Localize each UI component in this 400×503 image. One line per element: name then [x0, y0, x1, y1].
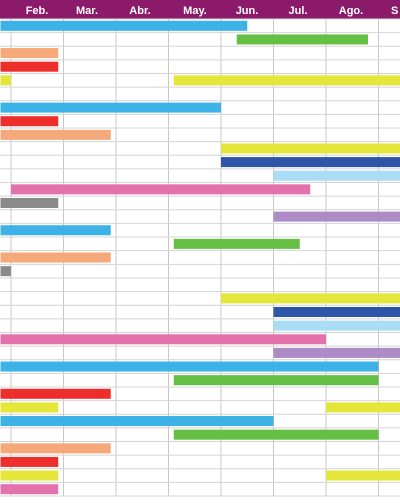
gantt-bar-red — [0, 116, 59, 127]
gantt-bar-yellow — [326, 470, 400, 481]
month-label-jul: Jul. — [289, 5, 308, 17]
gantt-bar-yellow — [0, 75, 11, 86]
gantt-bar-blue — [0, 20, 248, 31]
gantt-bar-pink — [0, 484, 59, 495]
month-label-may: May. — [183, 5, 207, 17]
gantt-bar-orange — [0, 252, 111, 263]
gantt-bar-green — [173, 238, 300, 249]
gantt-bar-gray — [0, 266, 11, 277]
gantt-bar-navy — [221, 157, 400, 168]
gantt-bar-blue — [0, 416, 274, 427]
gantt-bar-red — [0, 456, 59, 467]
month-label-ago: Ago. — [339, 5, 363, 17]
gantt-bar-blue — [0, 361, 379, 372]
gantt-bar-yellow — [0, 470, 59, 481]
gantt-bar-yellow — [221, 293, 400, 304]
gantt-bar-blue — [0, 102, 221, 113]
gantt-bar-orange — [0, 443, 111, 454]
gantt-bar-orange — [0, 48, 59, 59]
gantt-bar-green — [236, 34, 368, 45]
gantt-bar-lightblue — [273, 170, 400, 181]
gantt-bar-gray — [0, 197, 59, 208]
gantt-bar-red — [0, 61, 59, 72]
gantt-bar-pink — [11, 184, 311, 195]
month-label-sep: S — [391, 5, 398, 17]
gantt-bar-pink — [0, 334, 326, 345]
gantt-bar-blue — [0, 225, 111, 236]
gantt-bar-yellow — [221, 143, 400, 154]
gantt-bar-red — [0, 388, 111, 399]
month-label-feb: Feb. — [26, 5, 49, 17]
month-labels: Feb. Mar. Abr. May. Jun. Jul. Ago. S — [26, 5, 399, 17]
gantt-bar-yellow — [326, 402, 400, 413]
bars — [0, 20, 400, 495]
gantt-bar-purple — [273, 211, 400, 222]
month-label-mar: Mar. — [76, 5, 98, 17]
gantt-bar-navy — [273, 307, 400, 318]
gantt-bar-yellow — [173, 75, 400, 86]
gantt-bar-purple — [273, 347, 400, 358]
gantt-bar-lightblue — [273, 320, 400, 331]
month-label-abr: Abr. — [129, 5, 150, 17]
gantt-bar-yellow — [0, 402, 59, 413]
month-label-jun: Jun. — [236, 5, 259, 17]
gantt-bar-orange — [0, 129, 111, 140]
gantt-bar-green — [173, 429, 379, 440]
gantt-bar-green — [173, 375, 379, 386]
header-band — [0, 0, 400, 19]
